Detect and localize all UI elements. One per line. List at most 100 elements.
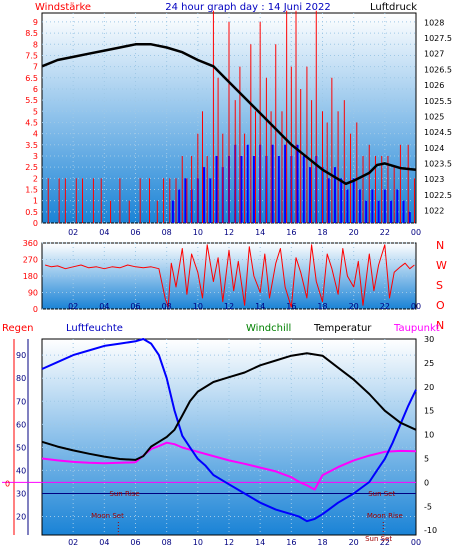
x-tick-label: 00 bbox=[411, 538, 421, 547]
legend-taupunkt: Taupunkt bbox=[393, 323, 440, 334]
wind-direction-axis-ticks: 0 90 180 270 360 bbox=[23, 239, 38, 314]
wind-tick-label: 7.5 bbox=[25, 51, 38, 60]
x-tick-label: 16 bbox=[286, 538, 296, 547]
x-tick-label: 14 bbox=[255, 302, 265, 311]
wind-tick-label: 8.5 bbox=[25, 29, 38, 38]
x-tick-label: 00 bbox=[411, 302, 421, 311]
wind-tick-label: 5 bbox=[33, 107, 38, 116]
wind-tick-label: 8 bbox=[33, 40, 38, 49]
pressure-line bbox=[41, 43, 417, 186]
x-tick-label: 20 bbox=[349, 538, 359, 547]
humidity-line bbox=[41, 338, 417, 523]
x-tick-label: 20 bbox=[349, 302, 359, 311]
x-tick-label: 12 bbox=[224, 538, 234, 547]
pressure-tick-label: 1025.5 bbox=[424, 97, 452, 106]
pressure-tick-label: 1028 bbox=[424, 18, 444, 27]
wind-direction-x-ticks: 02 04 06 08 10 12 14 16 18 20 22 00 bbox=[68, 302, 421, 311]
legend-temperatur: Temperatur bbox=[313, 323, 372, 334]
humidity-tick-label: 80 bbox=[16, 374, 26, 383]
pressure-tick-label: 1022 bbox=[424, 206, 444, 215]
chart-title: 24 hour graph day : 14 Juni 2022 bbox=[165, 2, 331, 13]
pressure-tick-label: 1023 bbox=[424, 175, 444, 184]
x-tick-label: 06 bbox=[130, 228, 140, 237]
x-tick-label: 12 bbox=[224, 302, 234, 311]
x-tick-label: 04 bbox=[99, 228, 109, 237]
x-tick-label: 08 bbox=[162, 302, 172, 311]
compass-letter: N bbox=[436, 239, 444, 252]
humidity-tick-label: 70 bbox=[16, 397, 26, 406]
pressure-tick-label: 1023.5 bbox=[424, 159, 452, 168]
pressure-tick-label: 1026.5 bbox=[424, 65, 452, 74]
x-tick-label: 06 bbox=[130, 538, 140, 547]
wind-tick-label: 1.5 bbox=[25, 185, 38, 194]
legend-luftfeuchte: Luftfeuchte bbox=[66, 323, 123, 334]
x-tick-label: 04 bbox=[99, 302, 109, 311]
x-tick-label: 08 bbox=[162, 228, 172, 237]
wind-tick-label: 7 bbox=[33, 63, 38, 72]
compass-letter: W bbox=[436, 259, 447, 272]
legend-regen: Regen bbox=[2, 323, 34, 334]
wind-axis-ticks: 0 0.5 1 1.5 2 2.5 3 3.5 4 4.5 5 5.5 6 6.5 7 7.5 8 8.5 9 bbox=[25, 18, 38, 228]
wind-tick-label: 6 bbox=[33, 85, 38, 94]
direction-tick-label: 360 bbox=[23, 239, 38, 248]
x-tick-label: 16 bbox=[286, 228, 296, 237]
legend-windchill: Windchill bbox=[246, 323, 291, 334]
x-tick-label: 02 bbox=[68, 302, 78, 311]
wind-pressure-marks bbox=[41, 10, 417, 223]
compass-letter: S bbox=[436, 279, 443, 292]
temperature-tick-label: 0 bbox=[424, 478, 429, 487]
temperature-tick-label: 5 bbox=[424, 455, 429, 464]
x-tick-label: 16 bbox=[286, 302, 296, 311]
moon-rise-label: Moon Rise bbox=[367, 512, 403, 520]
wind-tick-label: 0.5 bbox=[25, 208, 38, 217]
direction-tick-label: 180 bbox=[23, 272, 38, 281]
direction-tick-label: 270 bbox=[23, 256, 38, 265]
wind-tick-label: 3.5 bbox=[25, 141, 38, 150]
humidity-tick-label: 60 bbox=[16, 420, 26, 429]
x-tick-label: 02 bbox=[68, 538, 78, 547]
x-tick-label: 20 bbox=[349, 228, 359, 237]
direction-tick-label: 0 bbox=[33, 305, 38, 314]
moon-set-label: Moon Set bbox=[91, 512, 124, 520]
sun-set-footer-label: Sun Set bbox=[365, 535, 392, 543]
wind-tick-label: 4.5 bbox=[25, 118, 38, 127]
x-tick-label: 12 bbox=[224, 228, 234, 237]
wind-tick-label: 0 bbox=[33, 219, 38, 228]
pressure-tick-label: 1025 bbox=[424, 112, 444, 121]
wind-axis-title: Windstärke bbox=[35, 2, 91, 13]
humidity-tick-label: 30 bbox=[16, 489, 26, 498]
wind-tick-label: 5.5 bbox=[25, 96, 38, 105]
temperature-tick-label: -10 bbox=[424, 526, 437, 535]
temperature-axis-ticks: -10 -5 0 5 10 15 20 25 30 bbox=[424, 335, 437, 535]
wind-tick-label: 6.5 bbox=[25, 74, 38, 83]
dewpoint-line bbox=[41, 441, 417, 491]
pressure-tick-label: 1024 bbox=[424, 144, 444, 153]
x-tick-label: 18 bbox=[317, 302, 327, 311]
pressure-axis-title: Luftdruck bbox=[370, 2, 417, 13]
x-tick-label: 02 bbox=[68, 228, 78, 237]
humidity-tick-label: 20 bbox=[16, 513, 26, 522]
direction-tick-label: 90 bbox=[28, 289, 38, 298]
x-tick-label: 08 bbox=[162, 538, 172, 547]
pressure-tick-label: 1026 bbox=[424, 81, 444, 90]
humidity-tick-label: 40 bbox=[16, 466, 26, 475]
temperature-tick-label: 20 bbox=[424, 383, 434, 392]
temperature-tick-label: 10 bbox=[424, 431, 434, 440]
temperature-humidity-x-ticks: 02 04 06 08 10 12 14 16 18 20 22 00 bbox=[68, 538, 421, 547]
wind-tick-label: 4 bbox=[33, 130, 38, 139]
temperature-tick-label: 25 bbox=[424, 359, 434, 368]
x-tick-label: 18 bbox=[317, 538, 327, 547]
x-tick-label: 22 bbox=[380, 302, 390, 311]
temperature-tick-label: 30 bbox=[424, 335, 434, 344]
pressure-tick-label: 1022.5 bbox=[424, 191, 452, 200]
sun-set-label: Sun Set bbox=[368, 490, 395, 498]
x-tick-label: 10 bbox=[193, 538, 203, 547]
wind-tick-label: 9 bbox=[33, 18, 38, 27]
humidity-tick-label: 50 bbox=[16, 443, 26, 452]
x-tick-label: 04 bbox=[99, 538, 109, 547]
pressure-tick-label: 1024.5 bbox=[424, 128, 452, 137]
temperature-tick-label: 15 bbox=[424, 407, 434, 416]
temperature-humidity-grid bbox=[42, 339, 416, 535]
compass-letter: O bbox=[436, 299, 445, 312]
